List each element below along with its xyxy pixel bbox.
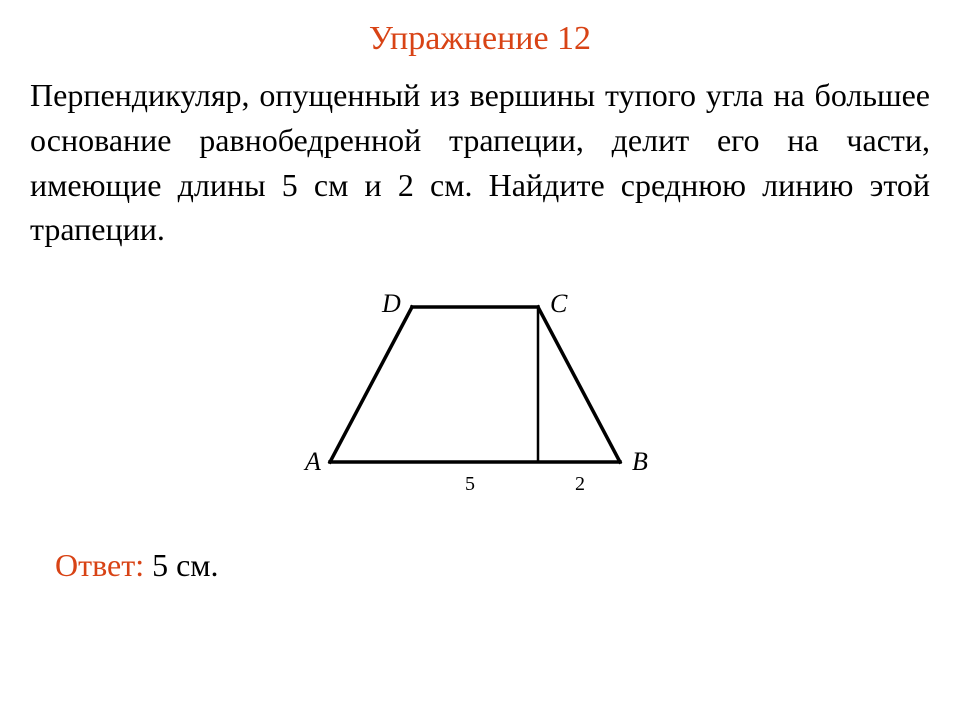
problem-statement: Перпендикуляр, опущенный из вершины тупо… bbox=[30, 73, 930, 252]
answer-label: Ответ: bbox=[55, 547, 144, 583]
exercise-title: Упражнение 12 bbox=[30, 20, 930, 58]
diagram-container: A B C D 5 2 bbox=[30, 272, 930, 517]
svg-text:5: 5 bbox=[465, 473, 475, 495]
svg-text:B: B bbox=[632, 447, 648, 476]
svg-text:C: C bbox=[550, 289, 568, 318]
answer-line: Ответ: 5 см. bbox=[30, 547, 930, 584]
svg-text:A: A bbox=[303, 447, 321, 476]
answer-value: 5 см. bbox=[144, 547, 218, 583]
svg-text:2: 2 bbox=[575, 473, 585, 495]
trapezoid-diagram: A B C D 5 2 bbox=[280, 272, 680, 512]
svg-text:D: D bbox=[381, 289, 401, 318]
